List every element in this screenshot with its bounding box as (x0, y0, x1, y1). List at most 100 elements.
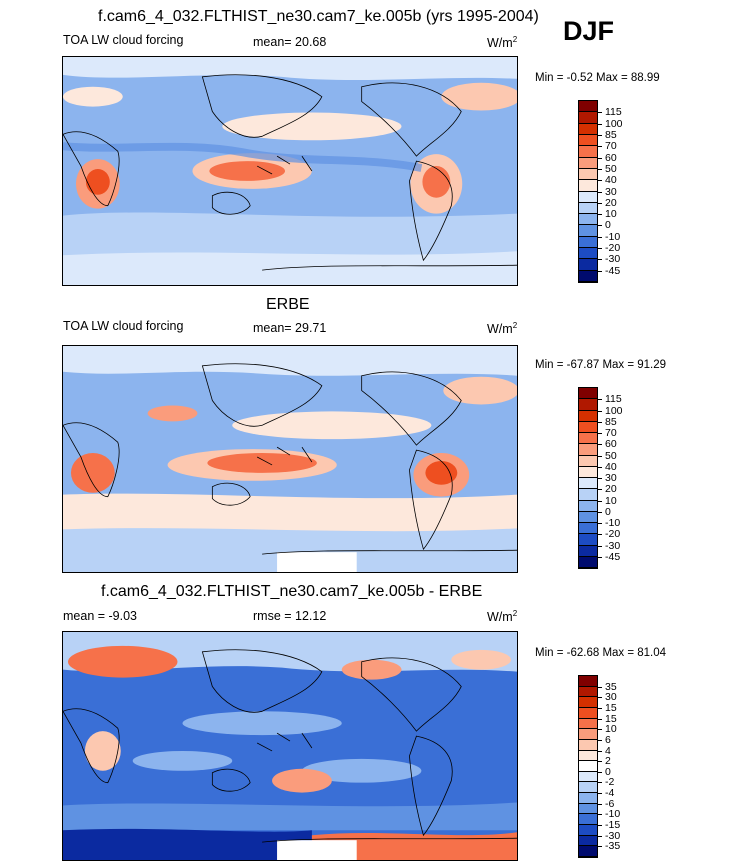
colorbar-tick (597, 410, 602, 412)
colorbar-swatch (579, 433, 597, 445)
colorbar-swatch (579, 739, 597, 751)
colorbar-label: 115 (605, 106, 622, 119)
colorbar-label: -6 (605, 797, 615, 810)
colorbar-label: 70 (605, 427, 617, 439)
colorbar-swatch (579, 545, 597, 557)
colorbar-tick (597, 248, 602, 250)
colorbar-swatch (579, 157, 597, 169)
colorbar-label: 20 (605, 483, 617, 496)
panel3-title: f.cam6_4_032.FLTHIST_ne30.cam7_ke.005b -… (101, 583, 483, 600)
colorbar-label: 2 (605, 755, 611, 768)
colorbar-swatch (579, 846, 597, 857)
colorbar-swatch (579, 707, 597, 719)
colorbar-label: 115 (605, 393, 622, 406)
colorbar-tick (597, 478, 602, 479)
colorbar-tick (597, 750, 602, 752)
colorbar-label: -4 (605, 787, 615, 800)
panel2-colorbar: 115 100 85 70 60 50 40 30 20 10 0 -10 -20 -30 -45 (578, 387, 623, 569)
colorbar-swatch (579, 835, 597, 847)
colorbar-label: -30 (605, 253, 621, 266)
colorbar-tick (597, 225, 602, 227)
colorbar-label: 10 (605, 494, 617, 507)
colorbar-tick (597, 814, 602, 816)
colorbar-swatch (579, 146, 597, 158)
colorbar-swatch (579, 101, 597, 113)
colorbar-tick (597, 825, 602, 827)
colorbar-swatch (579, 729, 597, 740)
colorbar-label: 0 (605, 765, 611, 778)
colorbar-tick (597, 180, 602, 182)
colorbar-label: -30 (605, 539, 621, 552)
colorbar-tick (597, 236, 602, 238)
colorbar-tick (597, 782, 602, 784)
colorbar-swatch (579, 500, 597, 512)
colorbar-swatch (579, 123, 597, 135)
colorbar-label: 10 (605, 723, 617, 736)
colorbar-tick (597, 556, 602, 558)
colorbar-label: 0 (605, 219, 611, 232)
panel2-map (62, 345, 518, 573)
colorbar-tick (597, 444, 602, 446)
panel1-units: W/m2 (487, 35, 518, 51)
colorbar-tick (597, 729, 602, 731)
colorbar-tick (597, 466, 602, 468)
colorbar-label: 60 (605, 438, 617, 451)
panel3-units: W/m2 (487, 609, 518, 625)
colorbar-swatch (579, 444, 597, 456)
colorbar-label: 50 (605, 449, 617, 462)
colorbar-tick (597, 270, 602, 272)
colorbar-tick (597, 523, 602, 524)
colorbar-tick (597, 421, 602, 423)
colorbar-swatch (579, 236, 597, 249)
panel2-minmax: Min = -67.87 Max = 91.29 (535, 359, 667, 371)
colorbar-label: -10 (605, 808, 621, 821)
colorbar-tick (597, 123, 602, 125)
colorbar-swatch (579, 534, 597, 546)
colorbar-swatch (579, 191, 597, 203)
panel1-colorbar: 115 100 85 70 60 50 40 30 20 10 0 -10 -20 -30 -45 (578, 100, 623, 283)
panel1-title: f.cam6_4_032.FLTHIST_ne30.cam7_ke.005b (… (98, 8, 539, 25)
colorbar-label: -15 (605, 819, 621, 832)
colorbar-swatch (579, 523, 597, 535)
colorbar-swatch (579, 771, 597, 783)
colorbar-label: 35 (605, 680, 617, 693)
colorbar-tick (597, 455, 602, 457)
colorbar-label: 60 (605, 151, 617, 164)
colorbar-tick (597, 399, 602, 401)
colorbar-tick (597, 846, 602, 848)
colorbar-swatch (579, 750, 597, 762)
colorbar-label: -20 (605, 528, 621, 541)
colorbar-label: 10 (605, 208, 617, 221)
colorbar-swatch (579, 793, 597, 804)
colorbar-tick (597, 803, 602, 805)
colorbar-swatch (579, 803, 597, 815)
colorbar-label: 15 (605, 701, 617, 714)
colorbar-label: -45 (605, 264, 621, 277)
panel2-title: ERBE (266, 296, 310, 313)
panel2-mean: mean= 29.71 (253, 321, 327, 335)
colorbar-label: 85 (605, 128, 617, 141)
panel3-map (62, 631, 518, 861)
colorbar-tick (597, 718, 602, 720)
colorbar-tick (597, 545, 602, 547)
colorbar-swatch (579, 466, 597, 478)
colorbar-tick (597, 489, 602, 491)
colorbar-swatch (579, 410, 597, 422)
season-label: DJF (563, 16, 615, 46)
colorbar-label: -10 (605, 517, 621, 529)
colorbar-label: -10 (605, 230, 621, 243)
colorbar-label: 85 (605, 415, 617, 428)
panel2-units: W/m2 (487, 321, 518, 337)
colorbar-label: 30 (605, 472, 617, 484)
colorbar-label: 15 (605, 712, 617, 725)
colorbar-swatch (579, 697, 597, 708)
colorbar-swatch (579, 168, 597, 181)
colorbar-swatch (579, 421, 597, 433)
colorbar-label: 40 (605, 460, 617, 473)
panel3-mean: mean = -9.03 (63, 609, 138, 623)
colorbar-swatch (579, 388, 597, 400)
colorbar-swatch (579, 718, 597, 730)
colorbar-tick (597, 191, 602, 193)
colorbar-label: 4 (605, 744, 611, 757)
colorbar-label: 70 (605, 140, 617, 153)
